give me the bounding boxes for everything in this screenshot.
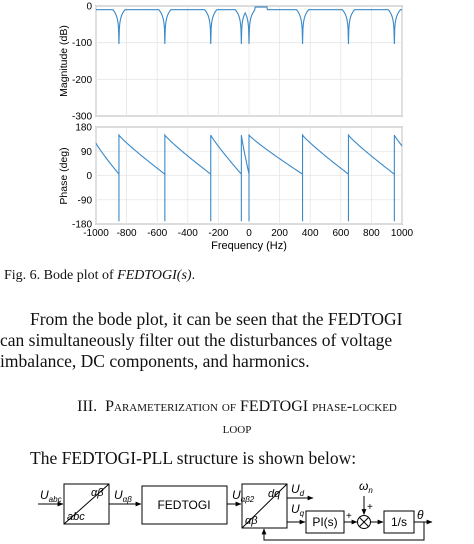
heading-text-1: Parameterization of FEDTOGI phase-locked [105,398,397,415]
sum-plus-left: + [346,511,352,522]
phase-ylabel: Phase (deg) [58,147,70,204]
phase-tick-label: -180 [72,220,92,231]
magnitude-panel: 0 -100 -200 -300 Magnitude (dB) [58,2,403,123]
sum-plus-top: + [367,502,373,513]
paragraph-line-2: can simultaneously filter out the distur… [0,330,393,350]
phase-tick-label: 90 [81,147,93,158]
heading-text-2: loop [222,420,252,437]
structure-intro: The FEDTOGI-PLL structure is shown below… [30,448,357,468]
u-ab-label: Uαβ [114,488,132,504]
frequency-tick-label: 1000 [391,228,414,239]
heading-number: III. [77,398,98,415]
clarke-bottom-label: abc [67,511,85,523]
bode-paragraph: From the bode plot, it can be seen that … [0,309,474,372]
magnitude-tick-label: -100 [72,38,92,49]
magnitude-tick-label: -200 [72,75,92,86]
frequency-tick-label: -200 [208,228,228,239]
uq-label: Uq [291,502,305,518]
u-ab2-label: Uαβ2 [232,488,255,504]
park-bottom-label: αβ [245,515,258,527]
frequency-tick-label: 600 [332,228,349,239]
pi-label: PI(s) [312,515,337,529]
figure-caption: Fig. 6. Bode plot of FEDTOGI(s). [4,268,195,284]
section-heading: III. Parameterization of FEDTOGI phase-l… [0,396,474,440]
caption-prefix: Fig. 6. Bode plot of [4,268,118,283]
phase-tick-label: 0 [86,171,92,182]
frequency-tick-label: -1000 [83,228,109,239]
paragraph-line-1: From the bode plot, it can be seen that … [30,309,403,329]
integrator-label: 1/s [391,515,407,529]
ud-label: Ud [291,482,305,498]
park-top-label: dq [268,488,281,500]
frequency-tick-label: -600 [147,228,167,239]
theta-label: θ [417,508,424,522]
fedtogi-label: FEDTOGI [157,498,210,512]
fedtogi-block [141,485,228,525]
frequency-tick-label: -400 [178,228,198,239]
caption-function: FEDTOGI(s) [117,268,192,283]
caption-suffix: . [191,268,196,283]
pll-block-diagram: Uabc αβ abc Uαβ FEDTOGI Uαβ2 dq αβ Ud Uq… [38,479,433,541]
frequency-tick-label: 0 [246,228,252,239]
frequency-tick-label: 200 [271,228,288,239]
frequency-tick-label: 800 [363,228,380,239]
magnitude-tick-label: 0 [86,2,92,13]
clarke-top-label: αβ [91,487,104,499]
input-label: Uabc [40,488,62,504]
phase-tick-label: -90 [78,195,93,206]
frequency-xlabel: Frequency (Hz) [211,240,287,252]
magnitude-curve [96,6,402,44]
bode-plot: 0 -100 -200 -300 Magnitude (dB) 180 90 0 -90 -1… [58,2,414,253]
phase-tick-label: 180 [75,123,92,134]
magnitude-tick-label: -300 [72,112,92,123]
phase-curve [95,133,403,222]
frequency-tick-label: 400 [302,228,319,239]
paragraph-line-3: imbalance, DC components, and harmonics. [0,351,310,371]
omega-label: ωn [359,479,373,495]
magnitude-ylabel: Magnitude (dB) [58,25,70,97]
park-transform-block [241,483,288,529]
frequency-tick-label: -800 [117,228,137,239]
